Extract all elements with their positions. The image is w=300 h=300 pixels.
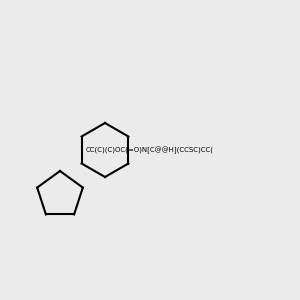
Text: CC(C)(C)OC(=O)N[C@@H](CCSC)CC(: CC(C)(C)OC(=O)N[C@@H](CCSC)CC(: [86, 146, 214, 154]
